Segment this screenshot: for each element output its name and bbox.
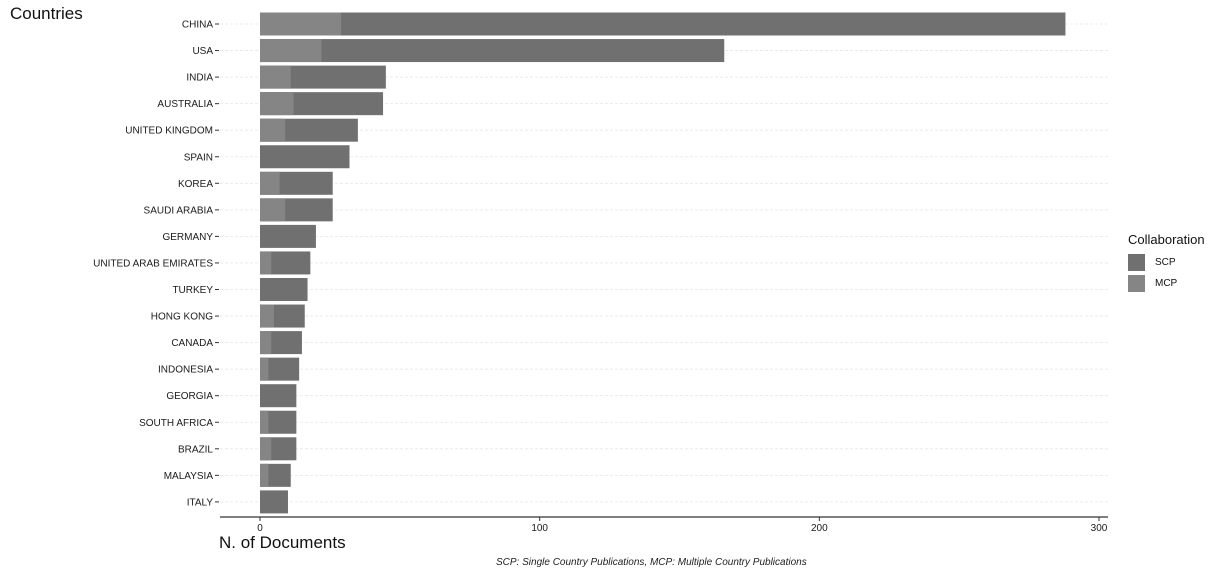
legend-item-scp: SCP xyxy=(1128,252,1205,273)
x-axis-label: N. of Documents xyxy=(219,533,346,552)
bar-mcp-indonesia xyxy=(260,357,269,381)
legend-swatch-scp xyxy=(1128,254,1145,271)
y-tick-label-china: CHINA xyxy=(182,20,213,31)
bar-scp-usa xyxy=(260,39,725,63)
y-tick-label-georgia: GEORGIA xyxy=(166,391,213,402)
y-tick-label-india: INDIA xyxy=(186,73,213,84)
bar-mcp-canada xyxy=(260,331,272,355)
bar-scp-turkey xyxy=(260,278,308,301)
y-tick-label-spain: SPAIN xyxy=(184,152,213,163)
bar-scp-china xyxy=(260,12,1066,36)
y-tick-label-australia: AUSTRALIA xyxy=(157,99,213,110)
y-tick-label-canada: CANADA xyxy=(171,338,213,349)
y-tick-label-italy: ITALY xyxy=(187,497,214,508)
y-tick-label-korea: KOREA xyxy=(178,179,213,190)
chart-caption: SCP: Single Country Publications, MCP: M… xyxy=(496,557,807,568)
bar-scp-united-arab-emirates xyxy=(260,251,311,275)
chart-title: Countries xyxy=(10,4,83,23)
bar-scp-indonesia xyxy=(260,357,300,381)
bar-mcp-brazil xyxy=(260,437,272,461)
bar-mcp-australia xyxy=(260,92,294,116)
bar-scp-india xyxy=(260,65,386,89)
bar-mcp-usa xyxy=(260,39,322,63)
y-tick-label-hong-kong: HONG KONG xyxy=(151,312,213,323)
bar-scp-south-africa xyxy=(260,410,297,434)
bar-mcp-saudi-arabia xyxy=(260,198,286,222)
bar-mcp-united-kingdom xyxy=(260,118,286,142)
axes: CHINA USA INDIA AUSTRALIA UNITED KINGDOM SPAI… xyxy=(93,20,1108,534)
bar-mcp-china xyxy=(260,12,342,36)
legend-title: Collaboration xyxy=(1128,232,1205,247)
y-tick-label-germany: GERMANY xyxy=(162,232,213,243)
x-tick-label-300: 300 xyxy=(1091,523,1108,534)
bar-mcp-hong-kong xyxy=(260,304,274,328)
y-tick-label-indonesia: INDONESIA xyxy=(158,365,213,376)
bar-scp-italy xyxy=(260,490,288,514)
bar-mcp-korea xyxy=(260,171,280,195)
bars xyxy=(260,12,1066,514)
y-tick-label-south-africa: SOUTH AFRICA xyxy=(139,418,213,429)
y-tick-label-united-kingdom: UNITED KINGDOM xyxy=(125,126,213,137)
bar-mcp-south-africa xyxy=(260,410,269,434)
bar-mcp-united-arab-emirates xyxy=(260,251,272,275)
x-tick-label-200: 200 xyxy=(811,523,828,534)
y-tick-label-usa: USA xyxy=(192,46,213,57)
legend-label-scp: SCP xyxy=(1155,257,1176,268)
y-tick-label-turkey: TURKEY xyxy=(172,285,213,296)
x-tick-label-100: 100 xyxy=(531,523,548,534)
y-tick-label-saudi-arabia: SAUDI ARABIA xyxy=(144,205,214,216)
bar-mcp-india xyxy=(260,65,291,89)
bar-scp-georgia xyxy=(260,384,297,408)
legend-label-mcp: MCP xyxy=(1155,278,1178,289)
y-tick-label-united-arab-emirates: UNITED ARAB EMIRATES xyxy=(93,258,213,269)
bar-mcp-malaysia xyxy=(260,463,269,487)
legend-swatch-mcp xyxy=(1128,275,1145,292)
y-tick-label-malaysia: MALAYSIA xyxy=(164,471,214,482)
bar-scp-spain xyxy=(260,145,350,169)
y-tick-label-brazil: BRAZIL xyxy=(178,444,213,455)
legend-item-mcp: MCP xyxy=(1128,273,1205,294)
x-tick-label-0: 0 xyxy=(257,523,263,534)
legend: Collaboration SCP MCP xyxy=(1128,232,1205,294)
bar-scp-germany xyxy=(260,224,316,248)
